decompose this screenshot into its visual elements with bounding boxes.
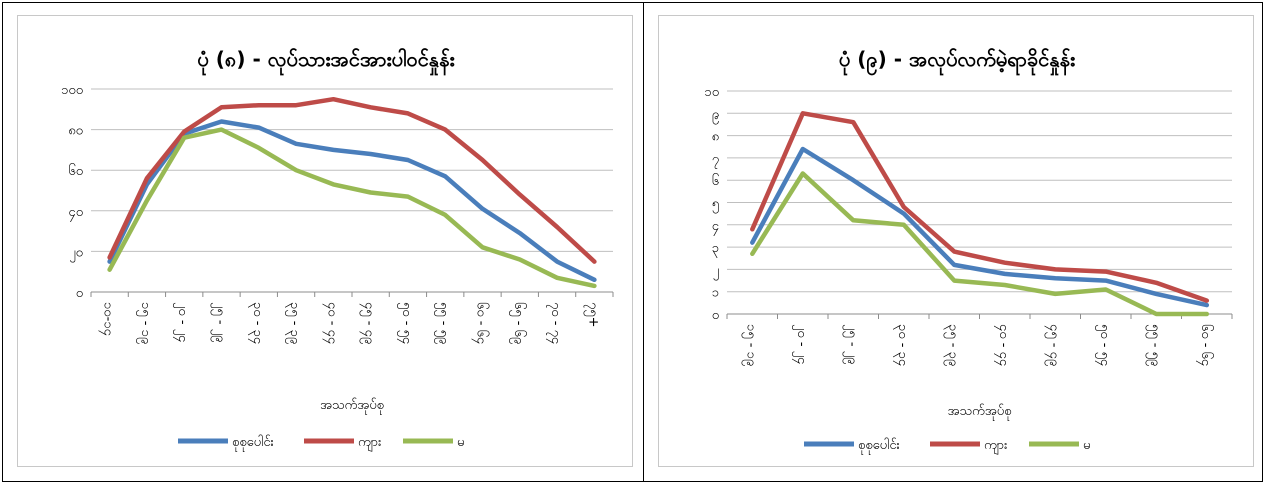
- x-tick-label: ၆၅ - ၆၉: [509, 302, 527, 344]
- series-line-1: [107, 96, 597, 264]
- x-tick-label: ၅၅ - ၅၉: [434, 302, 451, 344]
- y-tick-label: ၈: [712, 130, 719, 145]
- x-tick-label: ၃၅ - ၃၉: [285, 302, 302, 344]
- x-tick-label: ၃၅ - ၃၉: [943, 324, 960, 366]
- chart-panel-right: ပုံ (၉) - အလုပ်လက်မဲ့ရာခိုင်နှုန်း၀၁၂၃၄၅…: [643, 2, 1263, 482]
- y-tick-label: ၉: [712, 107, 719, 124]
- legend-label-2: မ: [457, 435, 464, 450]
- x-tick-label: ၄၅ - ၄၉: [1044, 324, 1061, 366]
- x-axis-label: အသက်အုပ်စု: [948, 403, 1012, 421]
- chart-panel-left: ပုံ (၈) - လုပ်သားအင်အားပါဝင်နှုန်း၀၂၀ ၄၀၆…: [2, 2, 644, 482]
- x-tick-label: ၃၀ - ၃၄: [893, 324, 910, 367]
- legend-label-0: စုစုပေါင်း: [858, 437, 900, 455]
- x-tick-label: ၁၅ - ၁၉: [136, 302, 153, 344]
- unemployment-rate-chart: ပုံ (၉) - အလုပ်လက်မဲ့ရာခိုင်နှုန်း၀၁၂၃၄၅…: [704, 47, 1233, 455]
- x-tick-label: ၅၅ - ၅၉: [1145, 324, 1162, 366]
- chart-area-right: ပုံ (၉) - အလုပ်လက်မဲ့ရာခိုင်နှုန်း၀၁၂၃၄၅…: [658, 15, 1254, 467]
- y-tick-label: ၁၀၀: [61, 83, 83, 98]
- y-tick-label: ၀: [76, 286, 83, 301]
- y-tick-label: ၂၀: [69, 245, 83, 262]
- x-tick-label: ၂၀ - ၂၄: [173, 302, 190, 343]
- y-tick-label: ၇: [712, 152, 719, 169]
- legend-label-2: မ: [1083, 438, 1090, 453]
- legend-label-1: ကျား: [358, 435, 381, 452]
- y-tick-label: ၄၀: [68, 205, 83, 222]
- y-tick-label: ၅: [712, 197, 719, 214]
- x-tick-label: ၅၀ - ၅၄: [397, 302, 414, 345]
- chart-area-left: ပုံ (၈) - လုပ်သားအင်အားပါဝင်နှုန်း၀၂၀ ၄၀၆…: [17, 15, 633, 467]
- chart-title: ပုံ (၈) - လုပ်သားအင်အားပါဝင်နှုန်း: [197, 47, 454, 76]
- series-line-0: [750, 146, 1210, 308]
- legend-label-1: ကျား: [984, 438, 1007, 455]
- y-tick-label: ၆: [712, 173, 719, 189]
- x-tick-label: ၄၀ - ၄၄: [322, 302, 339, 345]
- x-tick-label: ၆၀ - ၆၄: [472, 302, 490, 345]
- labor-participation-chart: ပုံ (၈) - လုပ်သားအင်အားပါဝင်နှုန်း၀၂၀၄၀၆…: [61, 47, 614, 452]
- x-tick-label: ၂၅ - ၂၉: [842, 324, 859, 364]
- y-tick-label: ၆၀: [68, 163, 83, 179]
- series-line-0: [107, 119, 597, 283]
- y-tick-label: ၈၀: [68, 124, 83, 139]
- x-tick-label: ၂၅ - ၂၉: [211, 302, 228, 342]
- legend-label-0: စုစုပေါင်း: [232, 434, 274, 452]
- series-line-2: [107, 127, 597, 289]
- x-tick-label: ၁၀-၁၄: [99, 302, 116, 337]
- x-tick-label: ၁၅ - ၁၉: [741, 324, 758, 366]
- x-tick-label: ၂၀ - ၂၄: [792, 324, 809, 365]
- series-line-1: [750, 111, 1210, 303]
- x-axis-label: အသက်အုပ်စု: [320, 397, 384, 415]
- y-tick-label: ၁: [712, 286, 719, 301]
- y-tick-label: ၁၀: [704, 85, 719, 100]
- x-tick-label: ၇၅+: [583, 302, 600, 328]
- x-tick-label: ၄၀ - ၄၄: [994, 324, 1011, 367]
- series-line-2: [750, 171, 1210, 317]
- y-tick-label: ၄: [712, 219, 720, 236]
- x-tick-label: ၄၅ - ၄၉: [360, 302, 377, 344]
- x-tick-label: ၆၀ - ၆၄: [1196, 324, 1214, 367]
- y-tick-label: ၀: [712, 308, 719, 323]
- x-tick-label: ၃၀ - ၃၄: [248, 302, 265, 345]
- x-tick-label: ၅၀ - ၅၄: [1095, 324, 1112, 367]
- chart-title: ပုံ (၉) - အလုပ်လက်မဲ့ရာခိုင်နှုန်း: [839, 47, 1075, 76]
- y-tick-label: ၃: [712, 241, 719, 258]
- y-tick-label: ၂: [713, 263, 719, 280]
- x-tick-label: ၇၀ - ၇၄: [546, 302, 563, 345]
